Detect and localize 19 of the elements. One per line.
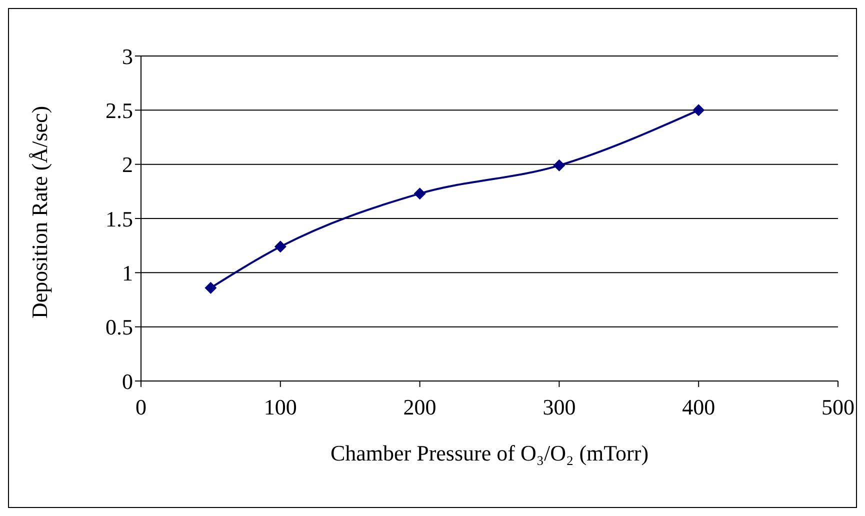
y-tick-label: 1	[122, 260, 133, 286]
x-tick-label: 500	[822, 394, 854, 420]
x-axis-title: Chamber Pressure of O₃/O₂ (mTorr)	[330, 440, 649, 466]
y-tick-label: 2.5	[106, 98, 133, 123]
point	[274, 240, 286, 253]
x-tick-label: 200	[403, 394, 436, 420]
y-tick-label: 3	[122, 44, 133, 69]
y-tick-label: 0	[122, 368, 133, 394]
y-tick-label: 0.5	[106, 314, 133, 340]
y-axis-title: Deposition Rate (Å/sec)	[26, 106, 52, 318]
x-tick-label: 100	[264, 394, 297, 420]
point	[692, 104, 705, 116]
x-tick-label: 300	[542, 394, 576, 420]
point	[204, 282, 217, 294]
y-tick-label: 1.5	[106, 206, 133, 232]
y-tick-label: 2	[122, 152, 133, 178]
point	[553, 159, 566, 172]
point	[414, 188, 426, 200]
x-tick-label: 400	[682, 394, 716, 420]
